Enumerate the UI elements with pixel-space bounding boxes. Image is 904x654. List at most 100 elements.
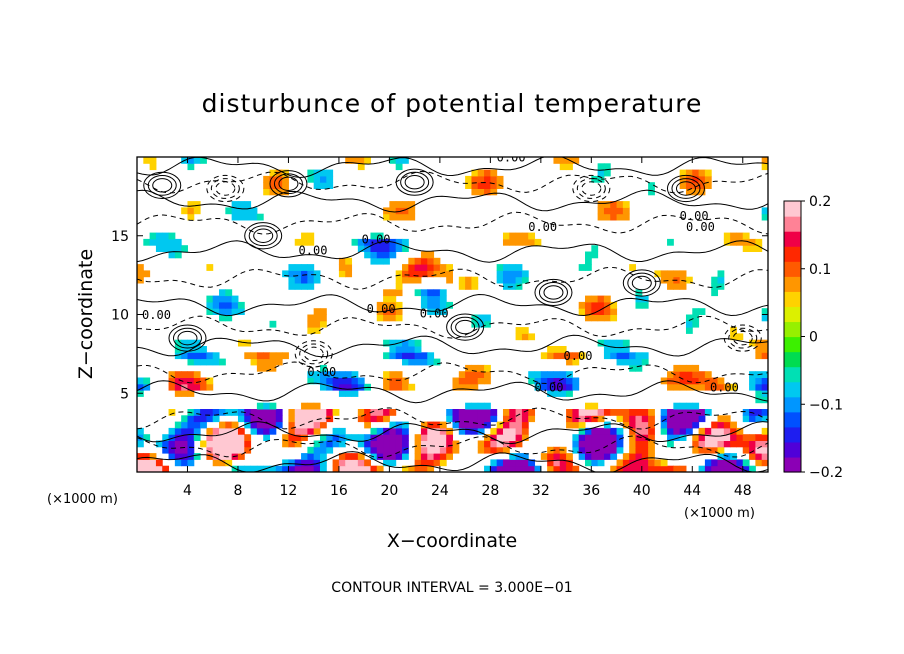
field-cell — [496, 175, 504, 183]
field-cell — [515, 459, 523, 467]
field-cell — [660, 427, 668, 435]
field-cell — [692, 371, 700, 378]
field-cell — [679, 283, 687, 290]
field-cell — [420, 352, 428, 360]
field-cell — [446, 453, 453, 460]
field-cell — [685, 371, 693, 378]
field-cell — [761, 352, 768, 360]
field-cell — [187, 163, 195, 171]
field-cell — [749, 465, 756, 472]
field-cell — [547, 390, 554, 397]
field-cell — [585, 308, 592, 315]
field-cell — [219, 440, 226, 448]
field-cell — [162, 434, 170, 441]
field-cell — [711, 276, 719, 284]
field-cell — [679, 364, 687, 372]
field-cell — [395, 377, 403, 385]
colorbar-swatch — [784, 306, 801, 323]
field-cell — [301, 434, 308, 441]
field-cell — [749, 453, 756, 460]
field-cell — [193, 157, 201, 164]
field-cell — [585, 402, 592, 410]
field-cell — [269, 169, 277, 177]
field-cell — [395, 238, 403, 246]
field-cell — [629, 415, 636, 423]
field-cell — [149, 453, 157, 460]
field-cell — [269, 409, 277, 416]
field-cell — [395, 276, 403, 284]
field-cell — [635, 440, 643, 448]
contour-ring — [675, 181, 696, 196]
field-cell — [219, 446, 226, 454]
field-cell — [408, 339, 416, 347]
field-cell — [477, 169, 485, 177]
field-cell — [414, 270, 422, 278]
field-cell — [622, 358, 630, 366]
field-cell — [244, 421, 252, 429]
field-cell — [137, 264, 144, 271]
field-cell — [547, 371, 554, 378]
field-cell — [471, 182, 479, 189]
field-cell — [616, 213, 624, 221]
field-cell — [717, 270, 725, 278]
field-cell — [685, 377, 693, 385]
field-cell — [389, 371, 397, 378]
field-cell — [427, 251, 435, 259]
field-cell — [319, 314, 327, 322]
field-cell — [585, 446, 592, 454]
field-cell — [395, 308, 403, 315]
field-cell — [376, 232, 384, 240]
field-cell — [515, 333, 523, 341]
field-cell — [219, 289, 226, 297]
field-cell — [181, 459, 188, 467]
field-cell — [307, 421, 315, 429]
field-cell — [225, 289, 233, 297]
field-cell — [174, 371, 182, 378]
field-cell — [137, 459, 144, 467]
field-cell — [237, 207, 245, 215]
field-cell — [250, 465, 258, 472]
field-cell — [420, 289, 428, 297]
contour-ring — [581, 181, 602, 196]
field-cell — [698, 383, 706, 391]
field-cell — [484, 320, 491, 328]
field-cell — [225, 453, 233, 460]
field-cell — [667, 440, 674, 448]
field-cell — [338, 264, 346, 271]
field-cell — [181, 421, 188, 429]
field-cell — [433, 434, 441, 441]
field-cell — [692, 446, 700, 454]
field-cell — [755, 434, 763, 441]
field-cell — [585, 434, 592, 441]
field-cell — [471, 283, 479, 290]
field-cell — [402, 339, 409, 347]
field-cell — [301, 402, 308, 410]
y-axis-label: Z−coordinate — [75, 249, 97, 379]
field-cell — [319, 453, 327, 460]
field-cell — [313, 182, 321, 189]
field-cell — [402, 421, 409, 429]
field-cell — [509, 270, 517, 278]
field-cell — [471, 427, 479, 435]
field-cell — [685, 169, 693, 177]
field-cell — [376, 301, 384, 309]
field-cell — [502, 459, 510, 467]
field-cell — [761, 163, 768, 171]
field-cell — [263, 434, 271, 441]
field-cell — [566, 358, 573, 366]
field-cell — [471, 364, 479, 372]
field-cell — [402, 264, 409, 271]
field-cell — [704, 434, 712, 441]
field-cell — [237, 213, 245, 221]
field-cell — [629, 440, 636, 448]
field-cell — [704, 465, 712, 472]
field-cell — [591, 415, 599, 423]
field-cell — [761, 415, 768, 423]
field-cell — [761, 339, 768, 347]
field-cell — [597, 427, 605, 435]
field-cell — [711, 434, 719, 441]
contour-value-label: 0.00 — [686, 220, 715, 234]
contour-ring — [278, 176, 299, 191]
field-cell — [736, 459, 744, 467]
field-cell — [585, 301, 592, 309]
